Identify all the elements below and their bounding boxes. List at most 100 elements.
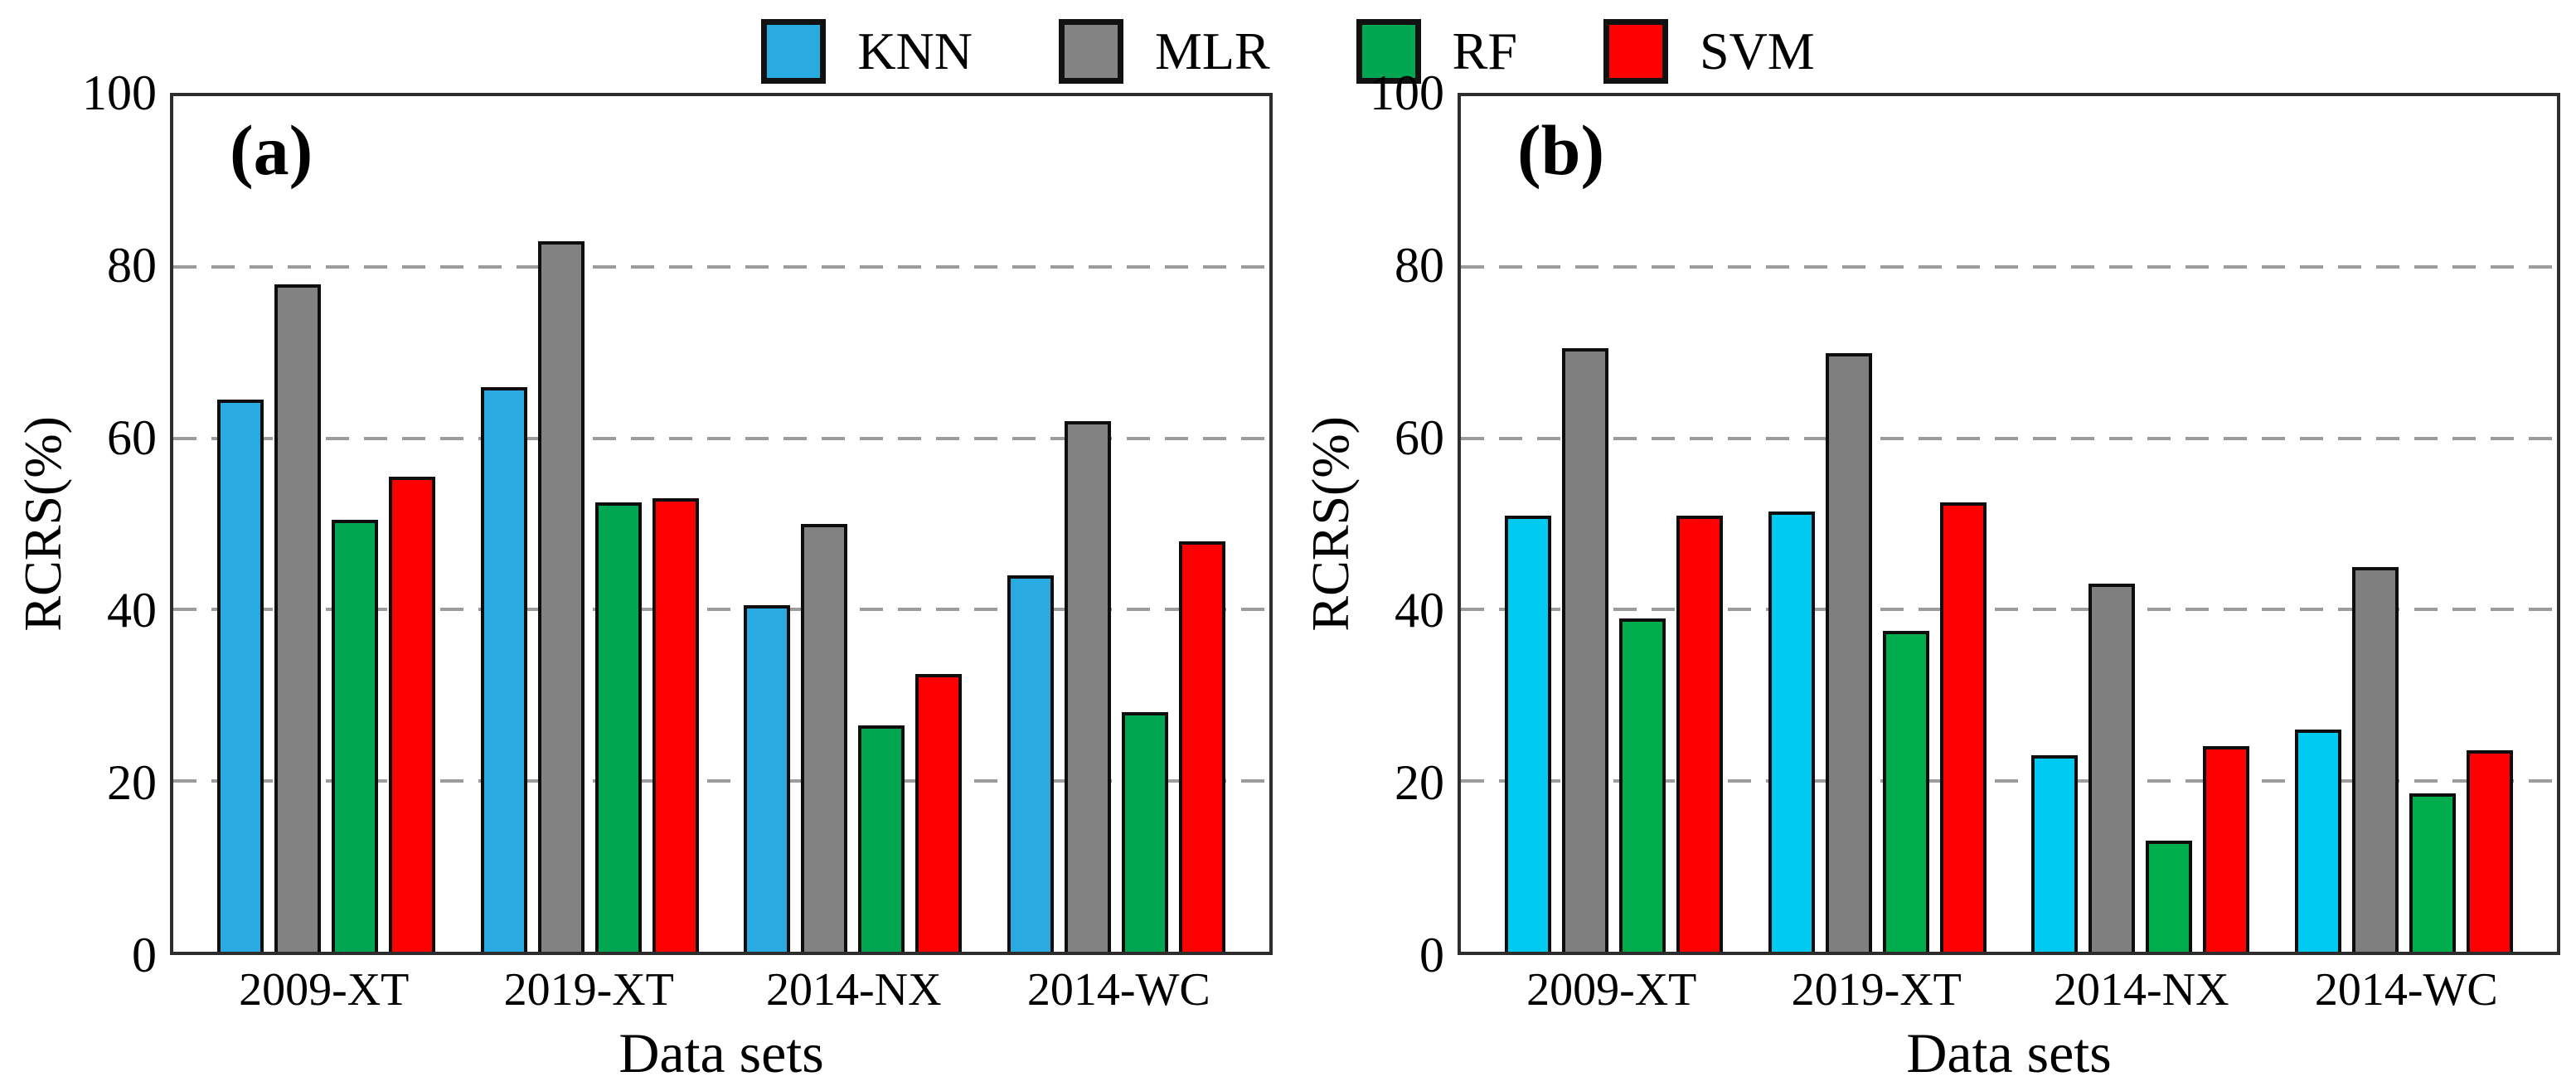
y-axis-title: RCRS(%) bbox=[1301, 416, 1360, 632]
legend-label-mlr: MLR bbox=[1154, 22, 1270, 80]
legend-swatch-svm bbox=[1603, 19, 1668, 84]
legend-item-mlr: MLR bbox=[1058, 19, 1270, 84]
x-axis-tick-labels: 2009-XT 2019-XT 2014-NX 2014-WC bbox=[1458, 964, 2560, 1016]
bar-svm-2019-XT bbox=[1939, 502, 1987, 952]
panel-b: RCRS(%) 0 20 40 60 80 100 (b) 2009-XT 2019-XT 2… bbox=[1288, 68, 2575, 1084]
y-tick-label-60: 60 bbox=[107, 410, 157, 465]
y-axis-tick-labels: 0 20 40 60 80 100 bbox=[75, 68, 170, 980]
bar-mlr-2019-XT bbox=[1825, 352, 1872, 952]
bar-svm-2009-XT bbox=[389, 477, 436, 952]
legend-swatch-rf bbox=[1356, 19, 1421, 84]
bar-group-2019-XT bbox=[1746, 96, 2010, 952]
bar-svm-2014-WC bbox=[1178, 541, 1225, 952]
bar-group-2014-NX bbox=[2009, 96, 2273, 952]
bar-rf-2009-XT bbox=[1619, 618, 1666, 952]
gridlines bbox=[1461, 96, 2557, 952]
x-tick-label-2014-NX: 2014-NX bbox=[2053, 964, 2229, 1016]
bar-group-2019-XT bbox=[458, 96, 722, 952]
bar-mlr-2009-XT bbox=[1562, 348, 1609, 952]
bar-group-2014-WC bbox=[985, 96, 1249, 952]
bar-group-2009-XT bbox=[1482, 96, 1746, 952]
x-axis-tick-labels: 2009-XT 2019-XT 2014-NX 2014-WC bbox=[170, 964, 1273, 1016]
gridlines bbox=[173, 96, 1269, 952]
bar-knn-2014-NX bbox=[2031, 754, 2079, 952]
bar-mlr-2019-XT bbox=[537, 241, 585, 952]
bars bbox=[173, 96, 1269, 952]
y-tick-label-80: 80 bbox=[1395, 238, 1444, 293]
gridline-60 bbox=[1461, 436, 2557, 440]
bar-rf-2014-WC bbox=[1121, 712, 1168, 952]
legend-label-knn: KNN bbox=[857, 22, 973, 80]
legend-item-rf: RF bbox=[1356, 19, 1517, 84]
legend-item-knn: KNN bbox=[761, 19, 973, 84]
bar-group-2014-WC bbox=[2273, 96, 2536, 952]
x-axis-title: Data sets bbox=[619, 1021, 824, 1084]
panel-letter-a: (a) bbox=[230, 110, 313, 190]
bar-knn-2009-XT bbox=[1505, 515, 1552, 952]
bar-group-2009-XT bbox=[195, 96, 458, 952]
bar-rf-2014-NX bbox=[858, 725, 905, 952]
x-axis-title: Data sets bbox=[1906, 1021, 2112, 1084]
y-tick-label-0: 0 bbox=[132, 928, 157, 982]
x-tick-label-2014-NX: 2014-NX bbox=[765, 964, 942, 1016]
panels: RCRS(%) 0 20 40 60 80 100 (a) 2009-XT 2019-XT 2… bbox=[0, 68, 2576, 1084]
legend-swatch-mlr bbox=[1058, 19, 1123, 84]
plot-area-b: (b) bbox=[1458, 93, 2560, 955]
panel-a: RCRS(%) 0 20 40 60 80 100 (a) 2009-XT 2019-XT 2… bbox=[0, 68, 1288, 1084]
bar-rf-2014-NX bbox=[2146, 840, 2193, 952]
legend-label-rf: RF bbox=[1452, 22, 1517, 80]
plot-area-a: (a) bbox=[170, 93, 1273, 955]
legend-item-svm: SVM bbox=[1603, 19, 1815, 84]
bar-knn-2014-WC bbox=[2294, 729, 2341, 952]
bar-group-2014-NX bbox=[721, 96, 985, 952]
legend-swatch-knn bbox=[761, 19, 827, 84]
y-axis-tick-labels: 0 20 40 60 80 100 bbox=[1362, 68, 1458, 980]
panel-letter-b: (b) bbox=[1517, 110, 1605, 190]
x-tick-label-2014-WC: 2014-WC bbox=[2314, 964, 2498, 1016]
bar-mlr-2014-WC bbox=[2351, 566, 2399, 952]
gridline-20 bbox=[1461, 778, 2557, 783]
bar-mlr-2009-XT bbox=[274, 284, 322, 952]
y-tick-label-100: 100 bbox=[1370, 65, 1444, 120]
y-tick-label-100: 100 bbox=[82, 65, 157, 120]
bar-knn-2014-WC bbox=[1007, 575, 1054, 952]
x-tick-label-2019-XT: 2019-XT bbox=[1791, 964, 1962, 1016]
gridline-60 bbox=[173, 436, 1269, 440]
y-tick-label-40: 40 bbox=[107, 583, 157, 638]
bar-mlr-2014-WC bbox=[1064, 421, 1111, 952]
gridline-20 bbox=[173, 778, 1269, 783]
y-tick-label-20: 20 bbox=[1395, 755, 1444, 810]
x-tick-label-2014-WC: 2014-WC bbox=[1026, 964, 1210, 1016]
legend: KNN MLR RF SVM bbox=[0, 0, 2576, 93]
bar-rf-2014-WC bbox=[2409, 793, 2456, 952]
y-tick-label-0: 0 bbox=[1419, 928, 1444, 982]
x-tick-label-2009-XT: 2009-XT bbox=[239, 964, 410, 1016]
y-tick-label-20: 20 bbox=[107, 755, 157, 810]
bars bbox=[1461, 96, 2557, 952]
gridline-40 bbox=[173, 608, 1269, 612]
bar-rf-2009-XT bbox=[332, 519, 379, 952]
bar-mlr-2014-NX bbox=[2088, 584, 2136, 952]
bar-knn-2009-XT bbox=[217, 400, 264, 952]
y-tick-label-80: 80 bbox=[107, 238, 157, 293]
y-tick-label-60: 60 bbox=[1395, 410, 1444, 465]
x-tick-label-2019-XT: 2019-XT bbox=[503, 964, 674, 1016]
bar-svm-2014-NX bbox=[915, 673, 963, 952]
bar-knn-2019-XT bbox=[480, 386, 527, 952]
bar-knn-2019-XT bbox=[1768, 511, 1815, 952]
y-axis-title: RCRS(%) bbox=[13, 416, 72, 632]
bar-mlr-2014-NX bbox=[801, 524, 848, 952]
bar-knn-2014-NX bbox=[744, 605, 791, 952]
x-tick-label-2009-XT: 2009-XT bbox=[1526, 964, 1697, 1016]
legend-label-svm: SVM bbox=[1699, 22, 1815, 80]
bar-svm-2019-XT bbox=[652, 498, 699, 952]
bar-svm-2009-XT bbox=[1676, 515, 1724, 952]
bar-rf-2019-XT bbox=[594, 502, 642, 952]
bar-svm-2014-NX bbox=[2203, 746, 2250, 952]
bar-rf-2019-XT bbox=[1882, 631, 1929, 952]
gridline-80 bbox=[173, 265, 1269, 269]
gridline-40 bbox=[1461, 608, 2557, 612]
gridline-80 bbox=[1461, 265, 2557, 269]
bar-svm-2014-WC bbox=[2466, 750, 2513, 952]
